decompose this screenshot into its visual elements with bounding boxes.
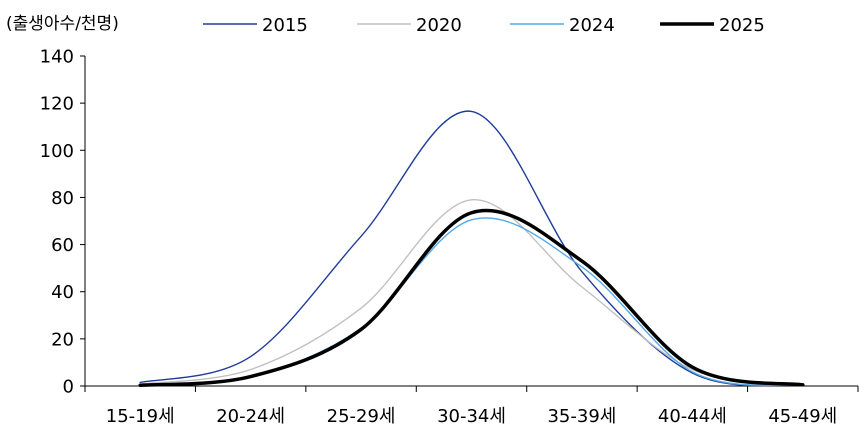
y-tick-label: 0 xyxy=(63,377,74,398)
x-tick-label: 25-29세 xyxy=(327,406,396,427)
x-tick-label: 40-44세 xyxy=(658,406,727,427)
y-tick-label: 80 xyxy=(51,188,74,209)
series-lines xyxy=(138,110,805,388)
series-line-2025 xyxy=(138,208,805,388)
y-axis: 0 20 40 60 80 100 120 140 xyxy=(40,47,86,398)
legend: 2015 2020 2024 2025 xyxy=(203,15,765,36)
legend-label-2020: 2020 xyxy=(416,15,462,36)
x-axis: 15-19세 20-24세 25-29세 30-34세 35-39세 40-44세 45-4… xyxy=(84,385,859,427)
y-tick-label: 60 xyxy=(51,235,74,256)
y-tick-label: 20 xyxy=(51,329,74,350)
x-tick-label: 20-24세 xyxy=(216,406,285,427)
series-line-2024 xyxy=(139,217,804,386)
y-tick-label: 140 xyxy=(40,47,74,68)
legend-label-2024: 2024 xyxy=(569,15,615,36)
x-tick-label: 30-34세 xyxy=(437,406,506,427)
x-tick-label: 45-49세 xyxy=(768,406,837,427)
series-line-2020 xyxy=(139,199,804,386)
legend-label-2015: 2015 xyxy=(262,15,308,36)
y-tick-label: 120 xyxy=(40,94,74,115)
x-tick-label: 15-19세 xyxy=(106,406,175,427)
y-tick-label: 40 xyxy=(51,282,74,303)
y-axis-unit-label: (출생아수/천명) xyxy=(6,14,119,34)
legend-label-2025: 2025 xyxy=(719,15,765,36)
x-tick-label: 35-39세 xyxy=(547,406,616,427)
y-tick-label: 100 xyxy=(40,141,74,162)
series-line-2015 xyxy=(139,110,804,387)
